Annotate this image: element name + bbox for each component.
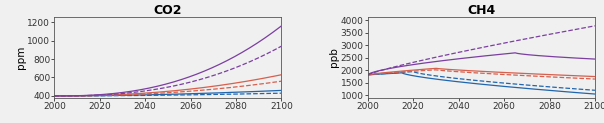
Y-axis label: ppb: ppb bbox=[329, 47, 339, 67]
Title: CH4: CH4 bbox=[467, 4, 495, 17]
Y-axis label: ppm: ppm bbox=[16, 46, 26, 69]
Title: CO2: CO2 bbox=[153, 4, 182, 17]
